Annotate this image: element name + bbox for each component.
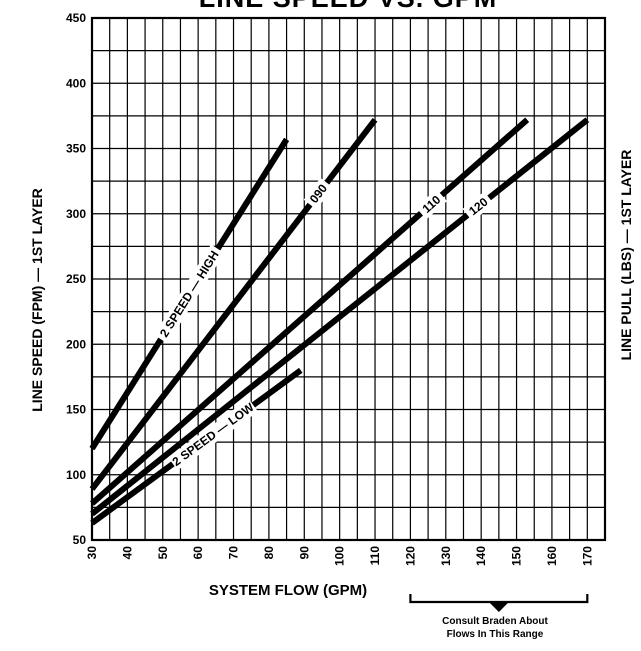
annotation-line-1: Consult Braden About xyxy=(442,616,548,627)
y-tick-label: 400 xyxy=(66,76,86,90)
y-axis-label: LINE SPEED (FPM) — 1ST LAYER xyxy=(29,188,45,412)
series-label-background xyxy=(168,398,258,471)
x-tick-label: 60 xyxy=(191,546,205,560)
series-line xyxy=(90,117,590,517)
plot-frame xyxy=(90,16,607,542)
x-tick-label: 160 xyxy=(545,546,559,566)
tick-layer: 50 100 150 200 250 300 350 400 450 30 40 50 60 70 80 90… xyxy=(66,11,594,566)
x-tick-label: 90 xyxy=(297,546,311,560)
x-tick-label: 50 xyxy=(156,546,170,560)
y-tick-label: 150 xyxy=(66,403,86,417)
x-tick-label: 120 xyxy=(403,546,417,566)
y-tick-label: 200 xyxy=(66,337,86,351)
series-label-background xyxy=(462,191,495,222)
chart-title: LINE SPEED VS. GPM xyxy=(199,0,498,13)
x-tick-label: 170 xyxy=(580,546,594,566)
x-tick-label: 140 xyxy=(474,546,488,566)
x-tick-label: 150 xyxy=(510,546,524,566)
series-line xyxy=(89,117,378,491)
x-tick-label: 30 xyxy=(85,546,99,560)
y-tick-label: 250 xyxy=(66,272,86,286)
x-tick-label: 110 xyxy=(368,546,382,566)
annotation: Consult Braden About Flows In This Range xyxy=(409,594,589,640)
x-tick-label: 70 xyxy=(227,546,241,560)
y-tick-label: 350 xyxy=(66,142,86,156)
series-label: 2 SPEED — HIGH xyxy=(157,248,222,340)
annotation-bracket xyxy=(409,594,589,604)
series-label-background xyxy=(154,244,225,344)
series-label-background xyxy=(415,189,448,220)
x-tick-label: 100 xyxy=(333,546,347,566)
x-tick-label: 80 xyxy=(262,546,276,560)
series-label-background xyxy=(303,177,334,210)
grid-layer xyxy=(90,16,607,542)
y-tick-label: 450 xyxy=(66,11,86,25)
series-line xyxy=(90,117,530,506)
y-tick-label: 100 xyxy=(66,468,86,482)
annotation-line-2: Flows In This Range xyxy=(447,629,544,640)
x-tick-label: 130 xyxy=(439,546,453,566)
x-tick-label: 40 xyxy=(120,546,134,560)
y2-axis-label: LINE PULL (LBS) — 1ST LAYER xyxy=(618,150,634,361)
y-tick-label: 50 xyxy=(73,533,87,547)
annotation-arrow xyxy=(488,602,509,612)
x-axis-label: SYSTEM FLOW (GPM) xyxy=(209,582,367,599)
y-tick-label: 300 xyxy=(66,207,86,221)
